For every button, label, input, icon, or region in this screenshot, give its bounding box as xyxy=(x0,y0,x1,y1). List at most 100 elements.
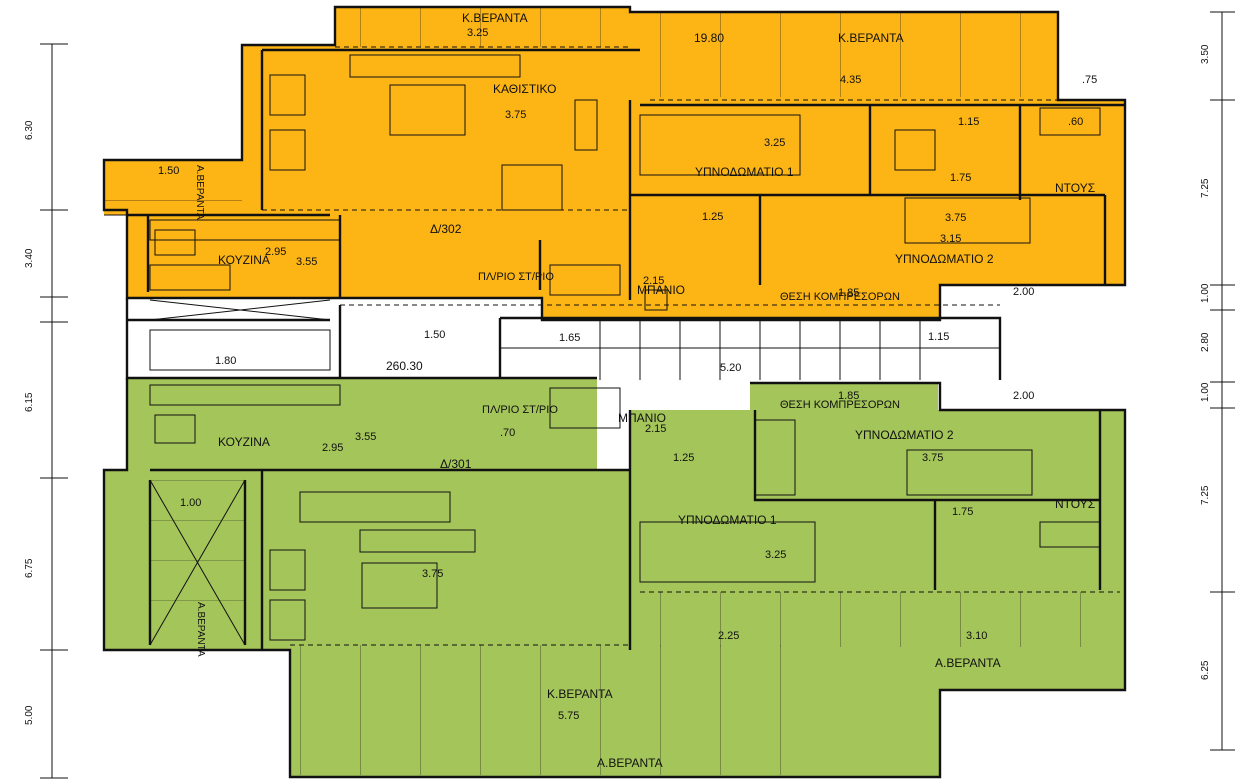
veranda-deck xyxy=(290,645,840,775)
dim: 1.50 xyxy=(158,165,179,177)
kitchen-sink xyxy=(154,414,196,444)
dim: 3.55 xyxy=(355,431,376,443)
axis-label: 3.40 xyxy=(24,248,35,268)
room-veranda-right: Α.ΒΕΡΑΝΤΑ xyxy=(935,656,1001,670)
toilet xyxy=(644,289,668,311)
kitchen-counter xyxy=(149,384,341,406)
axis-label: 2.80 xyxy=(1200,332,1211,352)
dim: 1.85 xyxy=(838,287,859,299)
left-dimension-axis xyxy=(40,43,68,779)
bed xyxy=(906,449,1033,496)
dim: 2.95 xyxy=(322,442,343,454)
dim: 1.75 xyxy=(952,506,973,518)
axis-label: 6.15 xyxy=(24,392,35,412)
dim: 1.15 xyxy=(928,331,949,343)
room-bedroom1: ΥΠΝΟΔΩΜΑΤΙΟ 1 xyxy=(678,513,777,527)
armchair xyxy=(269,599,306,641)
wardrobe xyxy=(754,419,796,496)
tv-unit xyxy=(574,99,598,151)
elevator xyxy=(149,329,331,371)
dining-table xyxy=(501,164,563,211)
lower-dashed xyxy=(290,591,1120,646)
kitchen-sink xyxy=(154,229,196,256)
room-bathroom: ΜΠΑΝΙΟ xyxy=(618,411,666,425)
axis-label: 6.25 xyxy=(1200,660,1211,680)
dim: .60 xyxy=(1068,116,1083,128)
room-veranda-top-left: Κ.ΒΕΡΑΝΤΑ xyxy=(462,11,528,25)
room-living: ΚΑΘΙΣΤΙΚΟ xyxy=(493,82,556,96)
room-compressor: ΘΕΣΗ ΚΟΜΠΡΕΣΟΡΩΝ xyxy=(780,399,900,411)
dim: .70 xyxy=(500,427,515,439)
kitchen-counter xyxy=(149,219,341,241)
dim: 3.25 xyxy=(764,137,785,149)
dim: 3.75 xyxy=(922,452,943,464)
dim: 1.00 xyxy=(180,497,201,509)
armchair xyxy=(269,129,306,171)
dim: 3.25 xyxy=(765,549,786,561)
room-bedroom2: ΥΠΝΟΔΩΜΑΤΙΟ 2 xyxy=(855,428,954,442)
dim: 2.25 xyxy=(718,630,739,642)
axis-label: 1.00 xyxy=(1200,283,1211,303)
axis-label: 6.30 xyxy=(24,120,35,140)
floor-level: 260.30 xyxy=(386,359,423,373)
dim: 4.35 xyxy=(840,74,861,86)
dim: 5.75 xyxy=(558,710,579,722)
dim: 1.65 xyxy=(559,332,580,344)
shower-tray xyxy=(1039,107,1101,136)
dim: 2.00 xyxy=(1013,286,1034,298)
axis-label: 7.25 xyxy=(1200,178,1211,198)
veranda-deck xyxy=(640,592,1120,647)
dim: 3.25 xyxy=(467,27,488,39)
shower-tray xyxy=(1039,521,1101,548)
upper-unit-fill xyxy=(542,280,940,320)
upper-dashed xyxy=(262,46,1058,211)
dining-table xyxy=(299,491,451,523)
dim: 1.25 xyxy=(702,211,723,223)
dim: 1.80 xyxy=(215,355,236,367)
room-bedroom2: ΥΠΝΟΔΩΜΑΤΙΟ 2 xyxy=(895,252,994,266)
wardrobe xyxy=(894,129,936,171)
dim: 2.95 xyxy=(265,246,286,258)
room-veranda-top-right: Κ.ΒΕΡΑΝΤΑ xyxy=(838,31,904,45)
dim: 2.15 xyxy=(645,423,666,435)
bed xyxy=(639,114,801,176)
bathtub xyxy=(549,387,621,429)
axis-label: 6.75 xyxy=(24,558,35,578)
corridor xyxy=(125,298,1002,380)
axis-label: 5.00 xyxy=(24,705,35,725)
dim: 3.15 xyxy=(940,233,961,245)
axis-label: 1.00 xyxy=(1200,382,1211,402)
corridor-walls xyxy=(125,298,1002,380)
lower-unit-fill xyxy=(127,378,597,470)
room-laundry: ΠΛ/ΡΙΟ ΣΤ/ΡΙΟ xyxy=(482,404,558,416)
room-bedroom1: ΥΠΝΟΔΩΜΑΤΙΟ 1 xyxy=(695,165,794,179)
upper-walls-inner xyxy=(127,48,1125,300)
lower-unit-fill xyxy=(940,650,1125,690)
dim: 3.10 xyxy=(966,630,987,642)
upper-unit-fill xyxy=(630,100,1125,285)
dim: 5.20 xyxy=(720,362,741,374)
upper-unit-fill xyxy=(242,45,642,210)
dim: 1.50 xyxy=(424,329,445,341)
room-shower: ΝΤΟΥΣ xyxy=(1055,497,1095,511)
upper-unit xyxy=(102,5,1127,322)
dim: 3.75 xyxy=(945,212,966,224)
dim: 3.55 xyxy=(296,256,317,268)
veranda-deck xyxy=(104,160,242,215)
dim: 1.85 xyxy=(838,390,859,402)
dim: 2.15 xyxy=(643,275,664,287)
dim: 1.15 xyxy=(958,116,979,128)
axis-label: 3.50 xyxy=(1200,44,1211,64)
room-kitchen: ΚΟΥΖΙΝΑ xyxy=(218,435,270,449)
room-veranda-bottom: Α.ΒΕΡΑΝΤΑ xyxy=(597,756,663,770)
coffee-table xyxy=(389,84,466,136)
axis-label: 7.25 xyxy=(1200,485,1211,505)
dim: 3.75 xyxy=(505,109,526,121)
room-veranda-side: Α.ΒΕΡΑΝΤΑ xyxy=(195,602,206,657)
dim: 1.25 xyxy=(673,452,694,464)
armchair xyxy=(269,74,306,116)
room-kitchen: ΚΟΥΖΙΝΑ xyxy=(218,253,270,267)
dim: .75 xyxy=(1082,74,1097,86)
lower-unit-fill xyxy=(750,383,938,410)
